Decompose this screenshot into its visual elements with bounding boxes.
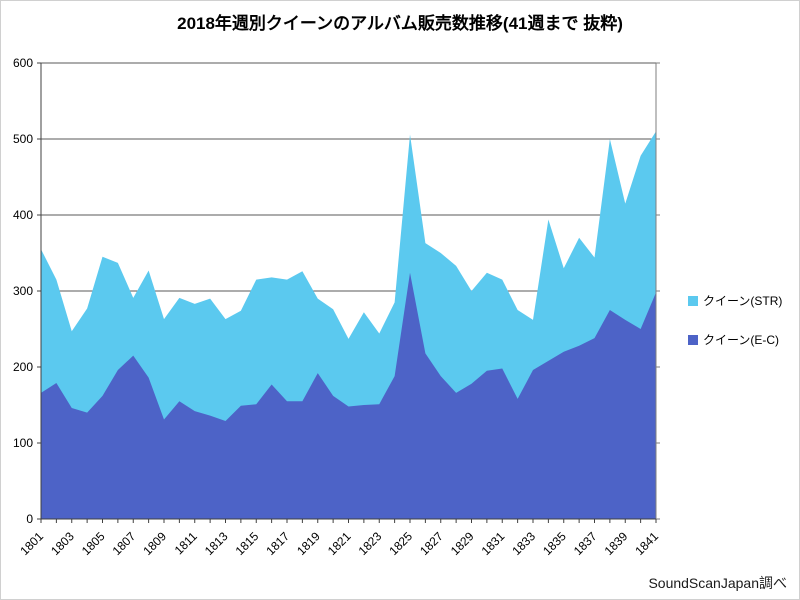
legend-swatch-str <box>688 295 698 306</box>
x-axis-label: 1809 <box>140 529 169 558</box>
legend-label-ec: クイーン(E-C) <box>703 333 780 347</box>
x-axis-label: 1815 <box>233 529 262 558</box>
x-axis-label: 1823 <box>356 529 385 558</box>
x-axis-label: 1839 <box>602 529 631 558</box>
legend-label-str: クイーン(STR) <box>703 294 783 308</box>
x-axis-label: 1805 <box>79 529 108 558</box>
x-axis-label: 1811 <box>172 529 200 557</box>
series-area-ec <box>41 272 656 519</box>
y-axis-label: 200 <box>13 360 33 374</box>
x-axis-label: 1833 <box>509 529 538 558</box>
x-axis-label: 1831 <box>479 529 508 558</box>
x-axis-label: 1827 <box>417 529 446 558</box>
x-axis-label: 1807 <box>110 529 139 558</box>
chart-legend: クイーン(STR) クイーン(E-C) <box>688 292 782 370</box>
y-axis-label: 600 <box>13 56 33 70</box>
chart-title: 2018年週別クイーンのアルバム販売数推移(41週まで 抜粋) <box>177 14 623 33</box>
x-axis-label: 1835 <box>540 529 569 558</box>
y-axis-label: 400 <box>13 208 33 222</box>
x-axis-label: 1829 <box>448 529 477 558</box>
y-axis-label: 500 <box>13 132 33 146</box>
x-axis-label: 1837 <box>571 529 600 558</box>
x-axis-label: 1821 <box>325 529 354 558</box>
legend-swatch-ec <box>688 334 698 345</box>
x-axis-label: 1841 <box>632 529 661 558</box>
x-axis-label: 1813 <box>202 529 231 558</box>
x-axis-label: 1819 <box>294 529 323 558</box>
x-axis-label: 1825 <box>386 529 415 558</box>
y-axis-label: 0 <box>26 512 33 526</box>
x-axis-label: 1817 <box>263 529 292 558</box>
x-axis-label: 1803 <box>48 529 77 558</box>
y-axis-label: 300 <box>13 284 33 298</box>
x-axis-label: 1801 <box>17 529 46 558</box>
legend-item-str: クイーン(STR) <box>688 292 782 309</box>
source-credit: SoundScanJapan調べ <box>648 575 787 591</box>
y-axis-label: 100 <box>13 436 33 450</box>
legend-item-ec: クイーン(E-C) <box>688 331 782 348</box>
